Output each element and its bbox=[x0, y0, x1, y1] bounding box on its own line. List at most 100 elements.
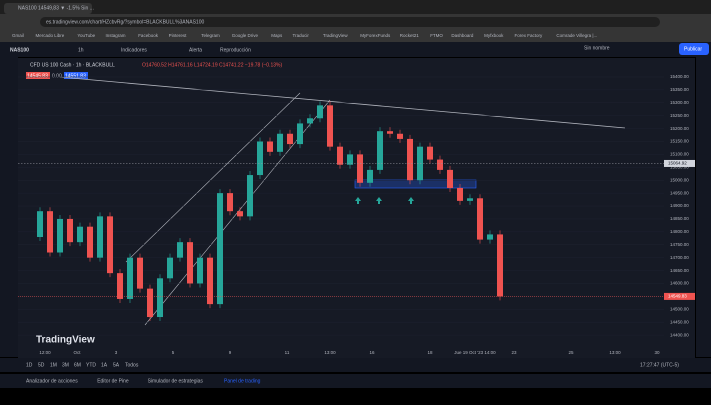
publish-button[interactable] bbox=[679, 43, 709, 55]
layout-name[interactable]: Sin nombre bbox=[584, 45, 610, 51]
x-tick-label: 12:00 bbox=[39, 350, 51, 355]
candle bbox=[407, 138, 413, 181]
candle bbox=[47, 211, 53, 253]
range-button[interactable]: 1D bbox=[26, 362, 33, 368]
x-tick-label: 3 bbox=[115, 350, 118, 355]
y-tick-label: 14400.00 bbox=[670, 332, 689, 337]
alert[interactable]: Alerta bbox=[189, 47, 202, 53]
publish[interactable]: Publicar bbox=[684, 46, 702, 52]
range-button[interactable]: 6M bbox=[74, 362, 81, 368]
interval[interactable]: 1h bbox=[78, 47, 84, 53]
y-tick-label: 14900.00 bbox=[670, 203, 689, 208]
candle bbox=[397, 133, 403, 139]
range-button[interactable]: Todos bbox=[125, 362, 139, 368]
zone[interactable] bbox=[354, 179, 477, 189]
candle bbox=[147, 288, 153, 318]
range-button[interactable]: 5A bbox=[113, 362, 120, 368]
range-button[interactable]: YTD bbox=[86, 362, 96, 368]
legend: CFD US 100 Cash · 1h · BLACKBULL bbox=[30, 62, 115, 68]
candle bbox=[67, 218, 73, 243]
tv-toolbar bbox=[0, 42, 711, 57]
range-button[interactable]: 1M bbox=[50, 362, 57, 368]
x-tick-label: 23 bbox=[511, 350, 517, 355]
last-price-tag bbox=[664, 292, 695, 300]
candle bbox=[467, 198, 473, 201]
candle bbox=[87, 226, 93, 258]
y-tick-label: 15350.00 bbox=[670, 87, 689, 92]
y-tick-label: 15200.00 bbox=[670, 126, 689, 131]
candle bbox=[427, 146, 433, 160]
y-tick-label: 15150.00 bbox=[670, 139, 689, 144]
candle bbox=[287, 133, 293, 145]
y-tick-label: 14650.00 bbox=[670, 268, 689, 273]
bookmarks-bar bbox=[0, 30, 711, 42]
bookmark[interactable]: Maps bbox=[271, 33, 283, 38]
candle bbox=[447, 169, 453, 188]
bookmark[interactable]: Pinterest bbox=[169, 33, 188, 38]
y-tick-label: 15100.00 bbox=[670, 152, 689, 157]
candle bbox=[327, 105, 333, 147]
symbol[interactable]: NAS100 bbox=[10, 47, 29, 53]
y-tick-label: 14450.00 bbox=[670, 319, 689, 324]
trendline[interactable] bbox=[59, 76, 626, 129]
ask-box[interactable] bbox=[64, 72, 88, 79]
url[interactable]: es.tradingview.com/chart/HZcbvRg/?symbol… bbox=[46, 19, 204, 25]
bookmark[interactable]: Mercado Libre bbox=[36, 33, 65, 38]
range-button[interactable]: 5D bbox=[38, 362, 45, 368]
candle bbox=[127, 257, 133, 299]
candle bbox=[267, 141, 273, 152]
x-tick-label: Oct bbox=[73, 350, 81, 355]
bid[interactable]: 14545.83 bbox=[27, 73, 48, 79]
y-tick-label: 14500.00 bbox=[670, 306, 689, 311]
watermark: TradingView bbox=[36, 335, 95, 346]
candle bbox=[217, 193, 223, 305]
candle bbox=[137, 257, 143, 289]
candle bbox=[97, 216, 103, 258]
bookmark[interactable]: Forex Factory bbox=[515, 33, 544, 38]
candle bbox=[297, 123, 303, 145]
tab-title[interactable]: NAS100 14549,83 ▼ -1.5% Sin ... bbox=[18, 5, 94, 11]
bookmark[interactable]: Telegram bbox=[201, 33, 220, 38]
bookmark[interactable]: TradingView bbox=[323, 33, 349, 38]
bid-box[interactable] bbox=[26, 72, 50, 79]
bottom-tab[interactable]: Simulador de estrategias bbox=[148, 378, 204, 384]
range-button[interactable]: 3M bbox=[62, 362, 69, 368]
range-button[interactable]: 1A bbox=[101, 362, 108, 368]
candle bbox=[167, 257, 173, 279]
channel-line[interactable] bbox=[125, 92, 301, 263]
bookmark[interactable]: Facebook bbox=[138, 33, 159, 38]
bottom-tab[interactable]: Panel de trading bbox=[224, 378, 261, 384]
y-tick-label: 15050.00 bbox=[670, 165, 689, 170]
bookmark[interactable]: Traducir bbox=[293, 33, 310, 38]
bookmark[interactable]: Dashboard bbox=[451, 33, 474, 38]
indicators[interactable]: Indicadores bbox=[121, 47, 147, 53]
bottom-tab[interactable]: Editor de Pine bbox=[97, 378, 129, 384]
bottom-tab[interactable]: Analizador de acciones bbox=[26, 378, 78, 384]
ask[interactable]: 14551.83 bbox=[65, 73, 86, 79]
candle bbox=[157, 278, 163, 318]
replay[interactable]: Reproducción bbox=[220, 47, 251, 53]
candle bbox=[237, 211, 243, 217]
candle bbox=[57, 218, 63, 253]
bookmark[interactable]: Instagram bbox=[106, 33, 126, 38]
bookmark[interactable]: Comrade Villegra |... bbox=[556, 33, 597, 38]
right-toolbar bbox=[696, 57, 711, 357]
address-bar[interactable] bbox=[40, 17, 660, 27]
y-tick-label: 15300.00 bbox=[670, 100, 689, 105]
bookmark[interactable]: MyForexFunds bbox=[360, 33, 391, 38]
tab[interactable] bbox=[4, 3, 92, 14]
bookmark[interactable]: Gmail bbox=[12, 33, 24, 38]
candle bbox=[277, 133, 283, 152]
bookmark[interactable]: YouTube bbox=[77, 33, 95, 38]
bookmark[interactable]: Rocket21 bbox=[400, 33, 420, 38]
chart-area bbox=[18, 58, 695, 358]
y-tick-label: 15250.00 bbox=[670, 113, 689, 118]
bookmark[interactable]: Myfxbook bbox=[484, 33, 504, 38]
bookmark[interactable]: Google Drive bbox=[232, 33, 259, 38]
x-tick-label: 13:00 bbox=[324, 350, 336, 355]
bookmark[interactable]: FTMO bbox=[430, 33, 443, 38]
candle bbox=[477, 198, 483, 240]
range-bar bbox=[0, 358, 711, 372]
candle bbox=[227, 193, 233, 212]
candle bbox=[187, 242, 193, 284]
